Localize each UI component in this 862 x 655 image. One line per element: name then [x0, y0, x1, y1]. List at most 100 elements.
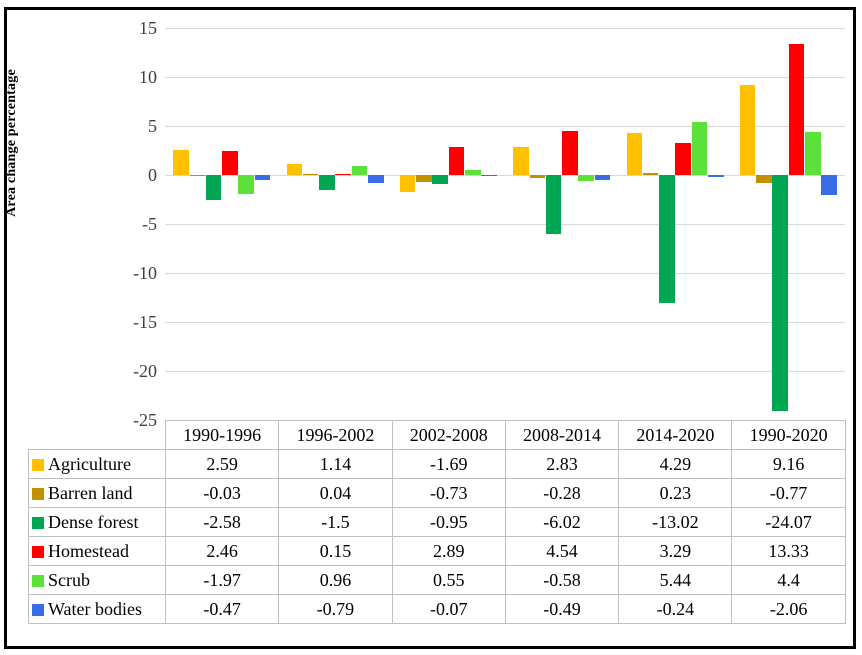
value-cell: 0.55	[391, 565, 506, 595]
bar-water-bodies-1996-2002	[368, 175, 384, 183]
table-blank-cell	[28, 420, 166, 450]
value-cell: 3.29	[618, 536, 733, 566]
value-cell: 4.54	[504, 536, 620, 566]
bar-scrub-2002-2008	[465, 169, 481, 175]
gridline	[165, 175, 845, 176]
series-label-cell: Homestead	[28, 536, 166, 566]
bar-agriculture-2002-2008	[399, 175, 416, 192]
table-period-header: 2008-2014	[504, 420, 620, 450]
bar-homestead-1990-2020	[788, 44, 805, 175]
value-cell: -1.69	[391, 449, 506, 479]
table-row: Scrub -1.97 0.96 0.55 -0.58 5.44 4.4	[28, 565, 846, 595]
table-row: Dense forest -2.58 -1.5 -0.95 -6.02 -13.02 -24…	[28, 507, 846, 537]
y-tick-label: -20	[133, 361, 157, 381]
value-cell: -24.07	[731, 507, 846, 537]
bar-homestead-2008-2014	[562, 130, 578, 175]
table-period-header: 1996-2002	[278, 420, 393, 450]
value-cell: -0.77	[731, 478, 846, 508]
series-label-cell: Barren land	[28, 478, 166, 508]
bar-water-bodies-2008-2014	[594, 175, 611, 180]
bar-barren-land-1996-2002	[302, 174, 319, 175]
value-cell: 2.59	[164, 449, 280, 479]
bar-barren-land-2014-2020	[642, 172, 659, 175]
value-cell: -0.49	[504, 594, 620, 624]
series-label-cell: Scrub	[28, 565, 166, 595]
bar-agriculture-1996-2002	[286, 163, 302, 175]
value-cell: -0.73	[391, 478, 506, 508]
y-tick-label: -5	[142, 214, 157, 234]
bar-water-bodies-2002-2008	[481, 175, 497, 176]
bar-homestead-2014-2020	[675, 142, 691, 175]
y-tick-label: 15	[139, 18, 157, 38]
table-row: Barren land -0.03 0.04 -0.73 -0.28 0.23 -0.77	[28, 478, 846, 508]
series-name: Scrub	[48, 569, 90, 590]
legend-swatch-icon	[32, 545, 44, 558]
bar-dense-forest-1990-2020	[772, 175, 788, 411]
chart-frame: Area change percentage 15 10 5 0 -5 -10 -15 -20…	[4, 7, 856, 649]
gridline	[165, 77, 845, 78]
bar-dense-forest-2002-2008	[432, 175, 448, 185]
value-cell: 0.04	[278, 478, 393, 508]
table-row: Homestead 2.46 0.15 2.89 4.54 3.29 13.33	[28, 536, 846, 566]
series-name: Dense forest	[48, 511, 139, 532]
value-cell: -1.97	[164, 565, 280, 595]
series-label-cell: Water bodies	[28, 594, 166, 624]
bar-scrub-2014-2020	[691, 121, 708, 175]
gridline	[165, 126, 845, 127]
value-cell: 1.14	[278, 449, 393, 479]
chart-inner: Area change percentage 15 10 5 0 -5 -10 -15 -20…	[4, 10, 853, 646]
table-period-header: 1990-2020	[731, 420, 846, 450]
gridline	[165, 224, 845, 225]
table-period-header: 1990-1996	[164, 420, 280, 450]
value-cell: -13.02	[618, 507, 733, 537]
y-axis-title: Area change percentage	[4, 69, 19, 217]
bar-homestead-1990-1996	[222, 150, 238, 175]
legend-swatch-icon	[32, 516, 44, 529]
bar-dense-forest-2014-2020	[659, 175, 675, 303]
legend-swatch-icon	[32, 603, 44, 616]
table-header-row: 1990-1996 1996-2002 2002-2008 2008-2014 2014…	[28, 420, 846, 450]
table-period-header: 2014-2020	[618, 420, 733, 450]
series-label-cell: Agriculture	[28, 449, 166, 479]
value-cell: 4.29	[618, 449, 733, 479]
value-cell: -0.47	[164, 594, 280, 624]
value-cell: 0.15	[278, 536, 393, 566]
value-cell: -0.58	[504, 565, 620, 595]
value-cell: 4.4	[731, 565, 846, 595]
bar-scrub-1990-2020	[805, 131, 821, 175]
y-axis-tick-labels: 15 10 5 0 -5 -10 -15 -20 -25	[65, 10, 157, 430]
series-name: Agriculture	[48, 453, 131, 474]
value-cell: -0.07	[391, 594, 506, 624]
series-name: Homestead	[48, 540, 129, 561]
legend-swatch-icon	[32, 487, 44, 500]
series-name: Water bodies	[48, 598, 143, 619]
value-cell: -6.02	[504, 507, 620, 537]
bar-agriculture-1990-2020	[739, 85, 756, 175]
bar-barren-land-2002-2008	[416, 175, 432, 183]
value-cell: 2.46	[164, 536, 280, 566]
value-cell: 2.83	[504, 449, 620, 479]
bar-water-bodies-1990-1996	[254, 175, 271, 180]
bar-barren-land-2008-2014	[529, 175, 545, 178]
value-cell: -2.06	[731, 594, 846, 624]
y-tick-label: 0	[148, 165, 157, 185]
bar-scrub-1990-1996	[238, 175, 254, 195]
value-cell: -1.5	[278, 507, 393, 537]
value-cell: -0.28	[504, 478, 620, 508]
bar-agriculture-2008-2014	[513, 147, 529, 175]
value-cell: 2.89	[391, 536, 506, 566]
value-cell: 9.16	[731, 449, 846, 479]
value-cell: 0.96	[278, 565, 393, 595]
series-label-cell: Dense forest	[28, 507, 166, 537]
gridline	[165, 273, 845, 274]
table-body: Agriculture 2.59 1.14 -1.69 2.83 4.29 9.16 Barr…	[28, 449, 846, 624]
legend-swatch-icon	[32, 574, 44, 587]
table-period-header: 2002-2008	[391, 420, 506, 450]
gridline	[165, 322, 845, 323]
table-row: Agriculture 2.59 1.14 -1.69 2.83 4.29 9.16	[28, 449, 846, 479]
value-cell: 13.33	[731, 536, 846, 566]
table-header: 1990-1996 1996-2002 2002-2008 2008-2014 2014…	[28, 420, 846, 450]
bar-barren-land-1990-1996	[189, 175, 205, 176]
bar-water-bodies-2014-2020	[708, 175, 724, 178]
value-cell: -0.03	[164, 478, 280, 508]
